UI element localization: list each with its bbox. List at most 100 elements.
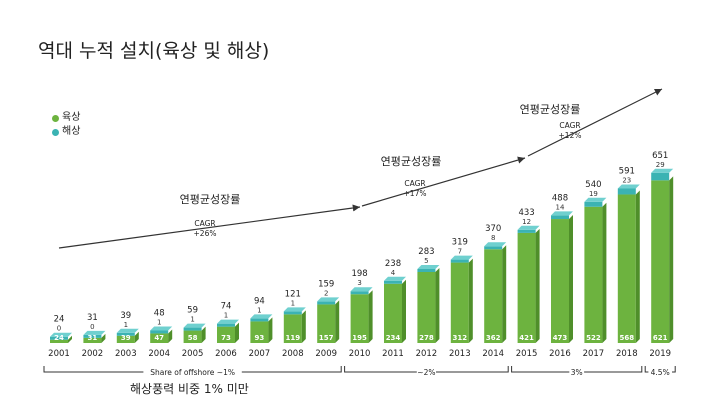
x-tick-label: 2005 — [182, 349, 204, 359]
bar-top-2015 — [517, 225, 540, 230]
page-title: 역대 누적 설치(육상 및 해상) — [38, 40, 270, 62]
bar-onshore-2003 — [116, 335, 135, 343]
cagr-title-2: 연평균성장률 — [381, 155, 442, 168]
bar-top-2003 — [116, 328, 139, 333]
total-value-label: 319 — [452, 238, 468, 248]
bottom-note: 해상풍력 비중 1% 미만 — [130, 382, 249, 396]
growth-arrow-3 — [527, 88, 663, 157]
bar-onshore-2004 — [150, 333, 169, 343]
bar-offshore-2004 — [150, 330, 169, 334]
bar-offshore-2015 — [517, 229, 536, 233]
share-bracket-label-2: ~2% — [417, 368, 435, 377]
legend: 육상 해상 — [52, 111, 80, 139]
onshore-value-label: 568 — [619, 334, 634, 342]
onshore-value-label: 234 — [386, 334, 401, 342]
bar-onshore-2010 — [350, 294, 369, 343]
bar-offshore-2005 — [183, 327, 202, 331]
bar-offshore-2003 — [116, 332, 135, 336]
offshore-value-label: 1 — [190, 316, 194, 324]
onshore-value-label: 362 — [486, 334, 501, 342]
total-value-label: 39 — [120, 311, 131, 321]
growth-arrow-1 — [58, 204, 361, 249]
bar-offshore-2016 — [551, 215, 569, 220]
legend-swatch-onshore — [52, 114, 59, 122]
total-value-label: 488 — [552, 193, 568, 203]
offshore-value-label: 1 — [157, 318, 161, 326]
onshore-value-label: 24 — [54, 334, 64, 342]
bar-onshore-2006 — [217, 326, 235, 343]
offshore-value-label: 2 — [324, 289, 328, 297]
onshore-value-label: 119 — [285, 334, 300, 342]
bar-top-2010 — [350, 287, 373, 292]
share-bracket-label-4: 4.5% — [651, 368, 670, 377]
offshore-value-label: 5 — [424, 257, 428, 265]
cagr-title-3: 연평균성장률 — [520, 103, 581, 116]
x-tick-label: 2007 — [249, 349, 271, 359]
bar-offshore-2006 — [217, 323, 235, 327]
bar-side-2009 — [335, 300, 340, 343]
onshore-value-label: 522 — [586, 334, 601, 342]
legend-swatch-offshore — [52, 128, 59, 136]
total-value-label: 370 — [485, 224, 501, 234]
bar-top-2014 — [484, 242, 507, 247]
bar-top-2001 — [50, 332, 72, 337]
onshore-value-label: 73 — [221, 334, 231, 342]
onshore-value-label: 278 — [419, 334, 434, 342]
bar-onshore-2013 — [450, 262, 469, 343]
x-tick-label: 2017 — [583, 349, 605, 359]
onshore-value-label: 47 — [154, 334, 164, 342]
bar-side-2018 — [635, 190, 640, 343]
bar-side-2010 — [368, 290, 373, 343]
cagr-value-3: +12% — [559, 131, 582, 140]
onshore-value-label: 157 — [319, 334, 334, 342]
legend-label-offshore: 해상 — [62, 126, 81, 137]
bar-top-2019 — [651, 168, 674, 173]
bar-side-2008 — [301, 310, 306, 343]
share-bracket-4 — [644, 366, 676, 373]
onshore-value-label: 312 — [452, 334, 467, 342]
x-tick-label: 2019 — [649, 349, 671, 359]
x-tick-label: 2014 — [482, 349, 504, 359]
total-value-label: 31 — [87, 313, 98, 323]
bar-side-2001 — [68, 335, 72, 343]
x-tick-label: 2012 — [416, 349, 438, 359]
offshore-value-label: 1 — [291, 299, 295, 307]
offshore-value-label: 29 — [656, 161, 665, 169]
bar-offshore-2001 — [50, 336, 68, 340]
bar-onshore-2016 — [551, 219, 569, 343]
cagr-label-1: CAGR — [194, 219, 215, 228]
bar-offshore-2002 — [83, 334, 102, 338]
onshore-value-label: 93 — [255, 334, 265, 342]
bar-top-2011 — [384, 276, 406, 281]
total-value-label: 283 — [418, 247, 434, 257]
bar-top-2012 — [417, 264, 440, 269]
x-tick-label: 2010 — [349, 349, 371, 359]
x-tick-label: 2008 — [282, 349, 304, 359]
bar-side-2016 — [569, 215, 573, 343]
offshore-value-label: 19 — [589, 190, 598, 198]
bar-side-2017 — [602, 202, 607, 343]
offshore-value-label: 0 — [57, 325, 61, 333]
onshore-value-label: 39 — [121, 334, 131, 342]
bar-onshore-2005 — [183, 330, 202, 343]
bar-side-2007 — [268, 317, 273, 343]
share-bracket-3 — [511, 366, 643, 373]
bar-side-2006 — [235, 322, 239, 343]
total-value-label: 238 — [385, 259, 401, 269]
bar-offshore-2009 — [317, 301, 336, 305]
total-value-label: 74 — [221, 302, 232, 312]
onshore-value-label: 421 — [519, 334, 534, 342]
x-tick-label: 2016 — [549, 349, 571, 359]
share-bracket-1 — [43, 366, 342, 373]
bar-onshore-2019 — [651, 180, 670, 343]
legend-item-offshore: 해상 — [52, 125, 80, 139]
bar-top-2004 — [150, 326, 173, 331]
onshore-value-label: 31 — [88, 334, 98, 342]
x-tick-label: 2015 — [516, 349, 538, 359]
bar-onshore-2012 — [417, 271, 436, 343]
bar-offshore-2008 — [283, 311, 302, 315]
bar-offshore-2007 — [250, 318, 269, 322]
onshore-value-label: 473 — [553, 334, 568, 342]
